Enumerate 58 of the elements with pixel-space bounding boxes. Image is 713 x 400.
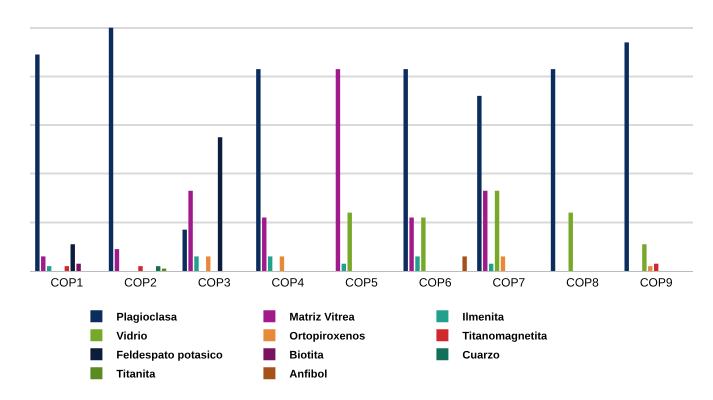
x-tick-label: COP8: [566, 275, 600, 290]
legend-label: Matriz Vitrea: [289, 312, 356, 324]
legend-label: Cuarzo: [462, 350, 500, 362]
legend-label: Plagioclasa: [116, 312, 178, 324]
bar: [182, 230, 187, 271]
bar: [488, 264, 494, 271]
legend-label: Titanita: [116, 368, 156, 381]
bar: [70, 244, 75, 271]
bar: [348, 212, 352, 271]
bar: [624, 42, 629, 271]
bar: [477, 96, 482, 271]
bar: [403, 69, 408, 271]
x-tick-label: COP3: [198, 275, 231, 290]
bar: [500, 256, 506, 271]
bar: [156, 266, 160, 271]
bar: [462, 256, 467, 271]
x-tick-label: COP2: [124, 275, 158, 290]
bar: [483, 190, 488, 271]
bar: [336, 69, 340, 271]
bar: [218, 137, 222, 271]
bar: [642, 244, 647, 271]
bar: [108, 28, 114, 271]
x-tick-label: COP5: [345, 275, 378, 290]
bar: [409, 218, 414, 271]
bar: [114, 249, 120, 271]
bar: [268, 256, 272, 271]
bar: [64, 266, 70, 271]
bar: [138, 266, 143, 271]
x-tick-label: COP9: [640, 275, 673, 290]
bar: [256, 69, 261, 271]
legend-label: Feldespato potasico: [116, 350, 224, 362]
bar: [188, 190, 193, 271]
legend-label: Anfibol: [289, 368, 328, 381]
bar: [262, 218, 266, 271]
bar: [194, 256, 199, 271]
bar: [494, 190, 500, 271]
bar: [35, 54, 40, 271]
bar: [76, 264, 81, 271]
bar: [648, 266, 652, 271]
x-tick-label: COP6: [418, 275, 452, 290]
bar: [568, 212, 573, 271]
x-tick-label: COP4: [271, 275, 304, 290]
bar: [415, 256, 420, 271]
bar: [342, 264, 346, 271]
bar: [280, 256, 284, 271]
legend-label: Ilmenita: [462, 312, 505, 324]
bar: [41, 256, 46, 271]
legend-label: Biotita: [289, 350, 325, 362]
x-tick-label: COP7: [492, 275, 526, 290]
bar: [206, 256, 210, 271]
bar: [421, 218, 426, 271]
legend-label: Vidrio: [116, 330, 148, 343]
legend-label: Titanomagnetita: [462, 330, 548, 343]
x-tick-label: COP1: [50, 275, 84, 290]
bar: [550, 69, 556, 271]
bar: [654, 264, 658, 271]
legend-label: Ortopiroxenos: [289, 330, 366, 343]
bar: [46, 266, 52, 271]
